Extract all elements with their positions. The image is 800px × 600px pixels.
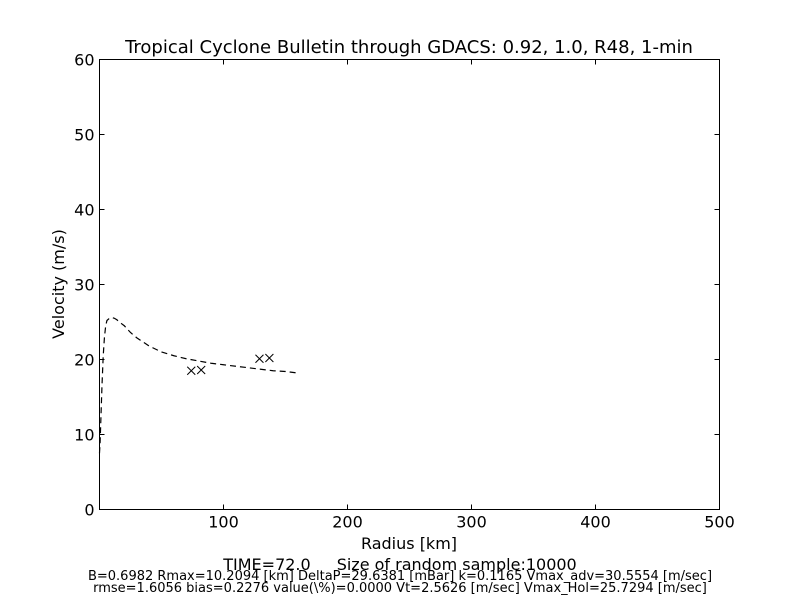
plot-frame (99, 59, 720, 510)
observation-marker (186, 366, 196, 376)
x-tick-label: 500 (704, 513, 735, 532)
y-tick-label: 20 (74, 351, 94, 370)
caption-parameters: B=0.6982 Rmax=10.2094 [km] DeltaP=29.638… (87, 569, 713, 584)
caption-time-sample: TIME=72.0 Size of random sample:10000 (0, 555, 800, 574)
caption-sample-size: Size of random sample:10000 (336, 555, 577, 574)
y-tick-label: 60 (74, 51, 94, 70)
x-tick-label: 300 (456, 513, 487, 532)
observation-marker (196, 365, 206, 375)
y-tick-label: 0 (84, 501, 94, 520)
model-profile-line (98, 316, 298, 454)
data-series (98, 316, 298, 454)
x-axis-label: Radius [km] (361, 534, 457, 553)
observation-marker (265, 353, 274, 363)
y-tick-label: 40 (74, 201, 94, 220)
y-tick-label: 30 (74, 276, 94, 295)
x-tick-label: 200 (332, 513, 363, 532)
y-axis-label: Velocity (m/s) (49, 229, 68, 339)
axis-ticks: 0 10 20 30 40 50 60 100 200 300 400 500 (74, 51, 735, 532)
x-tick-label: 100 (208, 513, 239, 532)
observation-marker (255, 354, 264, 364)
x-tick-label: 400 (580, 513, 611, 532)
y-tick-label: 50 (74, 126, 94, 145)
y-tick-label: 10 (74, 426, 94, 445)
chart-title: Tropical Cyclone Bulletin through GDACS:… (124, 37, 693, 58)
caption-statistics: rmse=1.6056 bias=0.2276 value(\%)=0.0000… (93, 581, 707, 596)
caption-time: TIME=72.0 (223, 555, 311, 574)
